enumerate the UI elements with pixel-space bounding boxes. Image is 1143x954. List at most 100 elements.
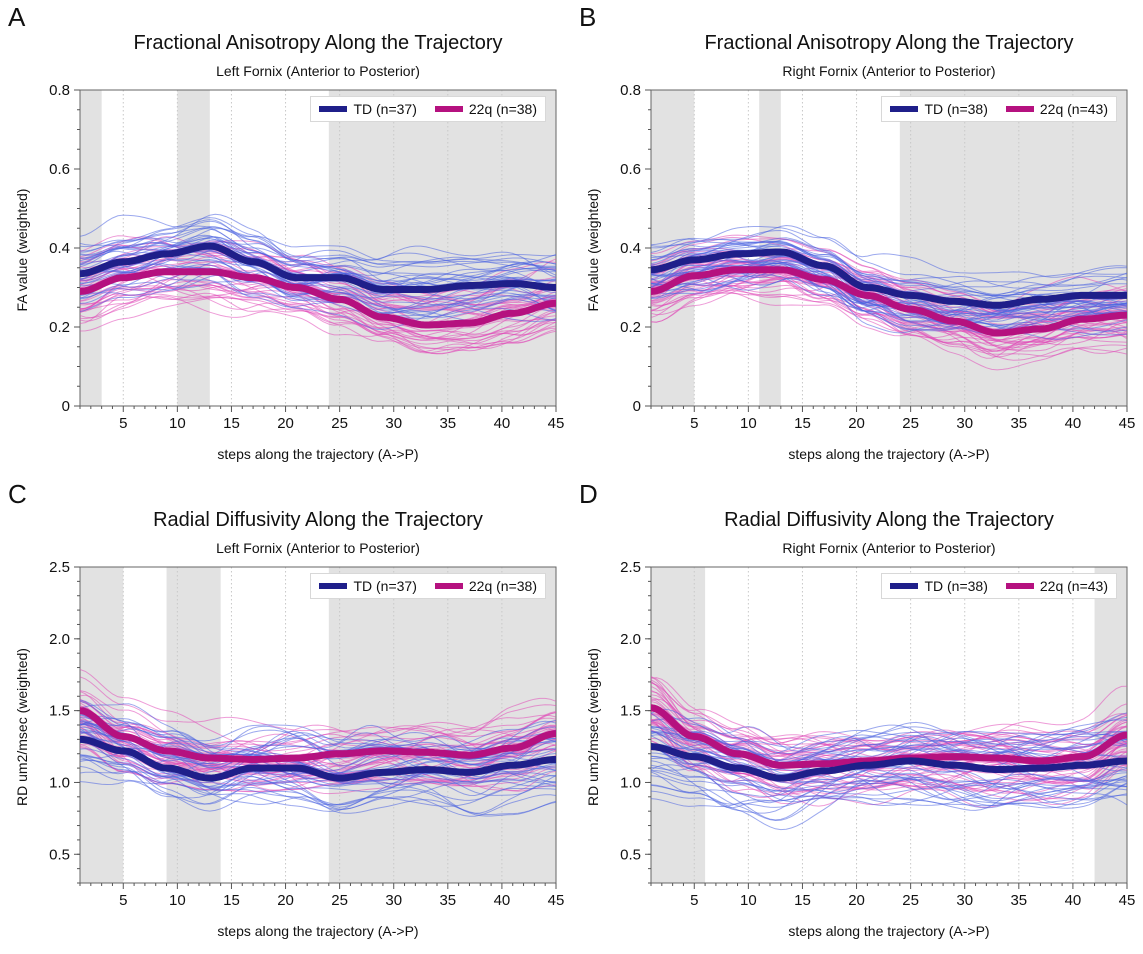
subject-trace-td (80, 262, 556, 319)
y-axis-label: FA value (weighted) (585, 188, 601, 312)
y-tick-label: 0.2 (620, 319, 641, 336)
chart-subtitle: Right Fornix (Anterior to Posterior) (782, 540, 996, 556)
legend-label-22q: 22q (n=38) (468, 101, 537, 117)
subject-trace-td (651, 770, 1127, 801)
legend-swatch-td (319, 583, 348, 589)
subject-trace-td (651, 224, 1127, 278)
y-axis-label: FA value (weighted) (14, 188, 30, 312)
subject-trace-td (651, 775, 1127, 822)
x-tick-label: 15 (223, 892, 240, 909)
x-tick-label: 30 (956, 892, 973, 909)
mean-line-td (80, 735, 556, 782)
subject-trace-q22 (80, 712, 556, 795)
chart-d-svg: 5 10 15 20 25 30 35 40 45 0.5 1.0 1.5 2.0 2.5 (620, 559, 1136, 909)
subject-trace-td (651, 243, 1127, 288)
legend: TD (n=38) 22q (n=43) (881, 573, 1117, 599)
legend-label-td: TD (n=38) (924, 578, 988, 594)
subject-trace-td (80, 270, 556, 321)
chart-title: Fractional Anisotropy Along the Trajecto… (133, 32, 503, 54)
y-tick-label: 2.5 (49, 559, 70, 576)
legend-item-td: TD (n=38) (890, 578, 988, 594)
subject-trace-td (80, 220, 556, 281)
x-tick-label: 35 (439, 415, 456, 432)
mean-line-22q (651, 266, 1127, 337)
x-tick-label: 45 (1119, 892, 1136, 909)
legend: TD (n=37) 22q (n=38) (310, 573, 546, 599)
x-tick-label: 40 (1065, 415, 1082, 432)
y-tick-label: 0.6 (620, 161, 641, 178)
x-tick-label: 45 (548, 415, 565, 432)
y-axis-label: RD um2/msec (weighted) (585, 648, 601, 806)
x-tick-label: 35 (439, 892, 456, 909)
subject-trace-td (651, 264, 1127, 340)
y-tick-label: 2.0 (620, 631, 641, 648)
mean-line-22q (80, 268, 556, 329)
significance-band (328, 567, 556, 883)
x-tick-label: 10 (169, 415, 186, 432)
chart-title: Radial Diffusivity Along the Trajectory (153, 509, 483, 531)
x-tick-label: 25 (902, 892, 919, 909)
y-tick-label: 0.8 (49, 82, 70, 99)
mean-line-22q (651, 704, 1127, 769)
y-tick-label: 1.0 (620, 774, 641, 791)
x-axis-label: steps along the trajectory (A->P) (217, 923, 419, 939)
subject-trace-td (80, 703, 556, 756)
x-tick-label: 25 (331, 415, 348, 432)
subject-trace-td (651, 760, 1127, 811)
y-tick-label: 2.0 (49, 631, 70, 648)
y-tick-label: 0.8 (620, 82, 641, 99)
x-tick-label: 15 (794, 415, 811, 432)
subject-trace-td (80, 227, 556, 268)
panel-d: 5 10 15 20 25 30 35 40 45 0.5 1.0 1.5 2.0 2.5 D Radia… (571, 477, 1142, 954)
chart-title: Fractional Anisotropy Along the Trajecto… (704, 32, 1074, 54)
plot-area (80, 669, 556, 817)
subject-trace-td (651, 240, 1127, 299)
subject-trace-q22 (80, 295, 556, 355)
legend-item-22q: 22q (n=38) (434, 101, 537, 117)
subject-trace-td (651, 772, 1127, 814)
subject-trace-q22 (80, 676, 556, 734)
x-tick-label: 10 (740, 415, 757, 432)
x-tick-label: 25 (331, 892, 348, 909)
panel-letter: A (8, 2, 26, 32)
y-axis-label: RD um2/msec (weighted) (14, 648, 30, 806)
subject-trace-td (80, 758, 556, 815)
subject-trace-q22 (80, 296, 556, 342)
subject-trace-td (651, 261, 1127, 330)
subject-trace-td (651, 708, 1127, 754)
subject-trace-q22 (651, 710, 1127, 763)
legend-swatch-22q (1005, 583, 1034, 589)
x-tick-label: 20 (848, 415, 865, 432)
subject-trace-td (651, 782, 1127, 808)
legend-swatch-22q (1005, 106, 1034, 112)
mean-line-td (651, 248, 1127, 309)
subject-trace-td (651, 254, 1127, 311)
x-tick-label: 5 (119, 415, 127, 432)
subject-trace-td (80, 731, 556, 787)
legend-item-td: TD (n=37) (319, 578, 417, 594)
subject-trace-q22 (80, 284, 556, 354)
legend-label-td: TD (n=37) (353, 101, 417, 117)
y-tick-label: 2.5 (620, 559, 641, 576)
x-axis-label: steps along the trajectory (A->P) (788, 446, 990, 462)
chart-a-svg: 5 10 15 20 25 30 35 40 45 0 0.2 0.4 0.6 0.8 (49, 82, 565, 432)
y-tick-label: 1.5 (49, 703, 70, 720)
x-tick-label: 40 (494, 415, 511, 432)
legend: TD (n=38) 22q (n=43) (881, 96, 1117, 122)
legend-item-td: TD (n=38) (890, 101, 988, 117)
x-tick-label: 10 (169, 892, 186, 909)
y-tick-label: 0.5 (49, 846, 70, 863)
y-tick-label: 0.4 (49, 240, 70, 257)
x-axis-label: steps along the trajectory (A->P) (217, 446, 419, 462)
legend-label-22q: 22q (n=43) (1039, 578, 1108, 594)
y-tick-label: 0 (62, 398, 70, 415)
subject-trace-td (651, 712, 1127, 762)
y-tick-label: 1.5 (620, 703, 641, 720)
y-tick-label: 0.2 (49, 319, 70, 336)
chart-subtitle: Left Fornix (Anterior to Posterior) (216, 63, 420, 79)
subject-trace-q22 (651, 284, 1127, 361)
chart-subtitle: Left Fornix (Anterior to Posterior) (216, 540, 420, 556)
significance-band (759, 90, 781, 406)
x-tick-label: 30 (385, 892, 402, 909)
legend: TD (n=37) 22q (n=38) (310, 96, 546, 122)
